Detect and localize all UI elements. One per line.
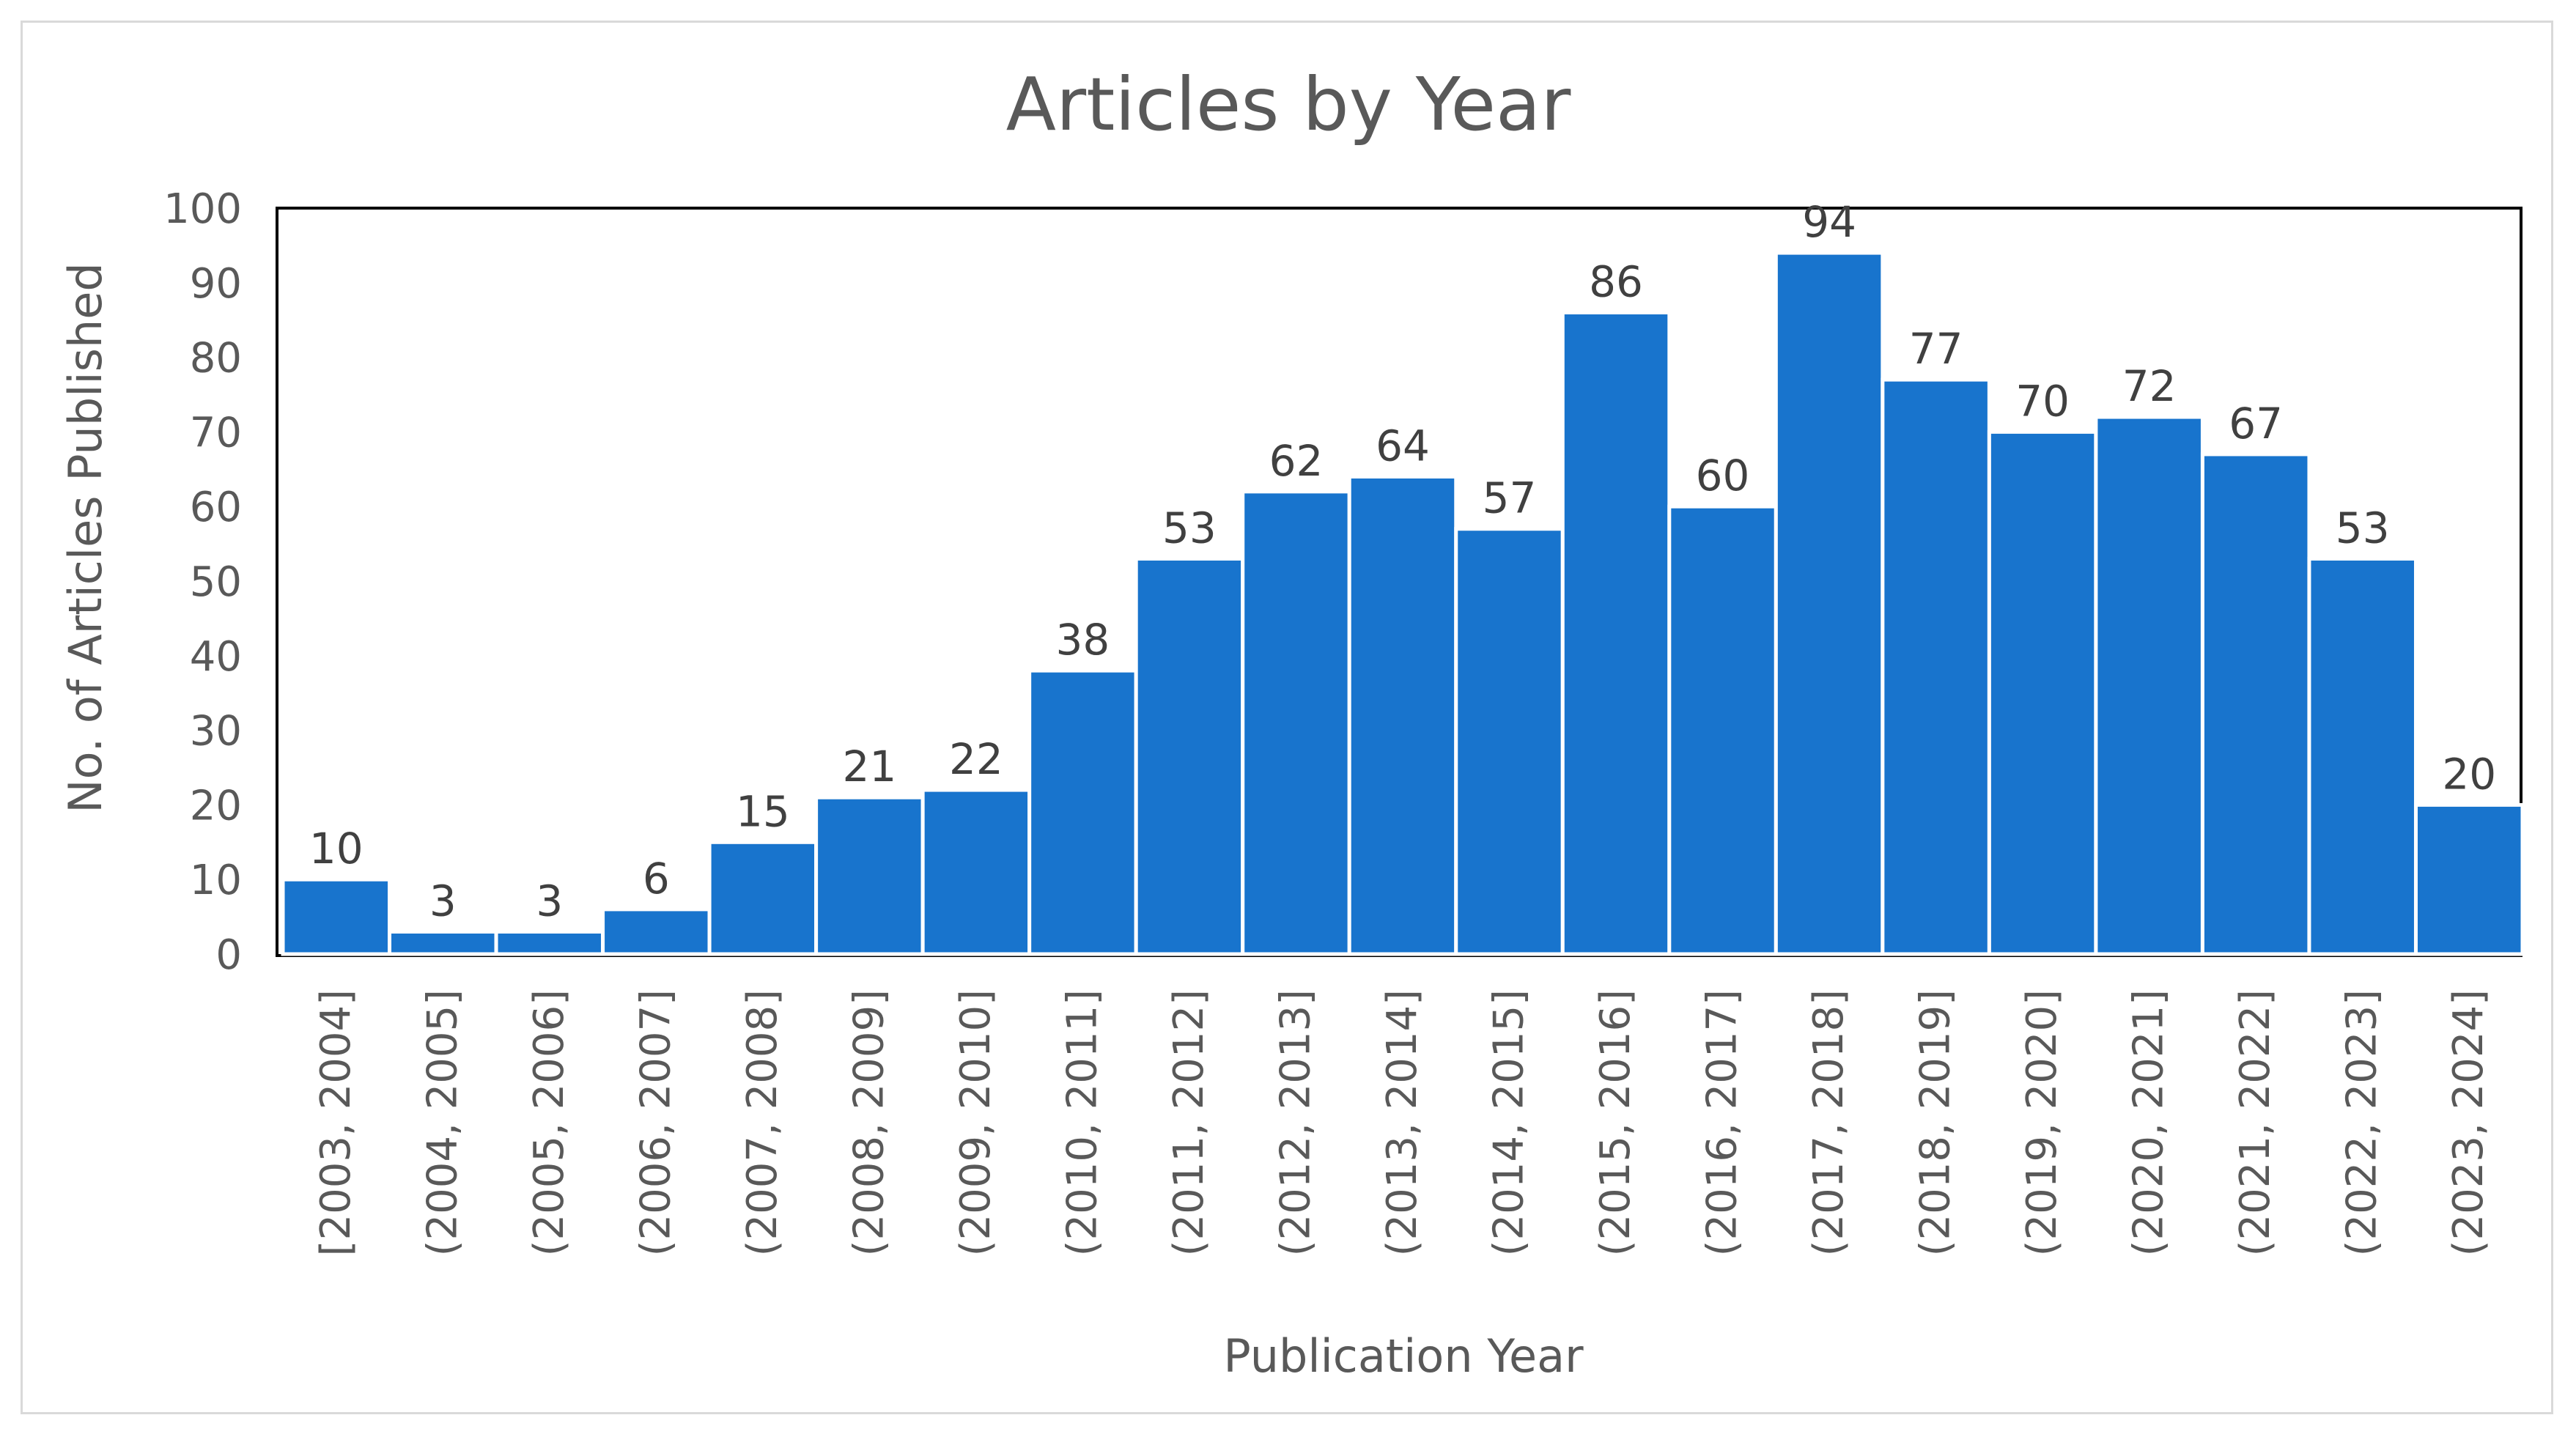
y-tick-label: 20 [190, 782, 242, 830]
x-tick-label: (2011, 2012] [1165, 989, 1213, 1256]
bar [1134, 556, 1245, 956]
data-label: 21 [842, 742, 896, 791]
data-label: 3 [536, 876, 563, 926]
y-axis-title: No. of Articles Published [59, 262, 112, 813]
x-tick-label: (2007, 2008] [739, 989, 786, 1256]
bar [494, 929, 605, 956]
x-tick-label: (2008, 2009] [845, 989, 893, 1256]
y-tick-label: 10 [190, 857, 242, 904]
y-tick-label: 30 [190, 708, 242, 756]
y-tick-label: 80 [190, 335, 242, 383]
y-tick-label: 90 [190, 260, 242, 308]
x-tick-label: (2010, 2011] [1058, 989, 1106, 1256]
x-tick-label: (2012, 2013] [1272, 989, 1319, 1256]
data-label: 60 [1696, 451, 1750, 500]
bar [920, 788, 1032, 956]
x-tick-label: (2013, 2014] [1379, 989, 1426, 1256]
bar [1987, 429, 2098, 956]
chart-title: Articles by Year [1006, 62, 1572, 147]
x-tick-label: (2004, 2005] [418, 989, 466, 1256]
y-tick-label: 100 [163, 185, 242, 233]
x-axis: [2003, 2004] (2004, 2005] (2005, 2006] (200… [312, 989, 2492, 1256]
data-label: 3 [429, 876, 457, 926]
bar [2200, 452, 2311, 956]
x-tick-label: (2015, 2016] [1592, 989, 1639, 1256]
x-tick-label: (2019, 2020] [2018, 989, 2066, 1256]
data-label: 6 [643, 854, 670, 904]
bar [2307, 556, 2418, 956]
bar [1560, 311, 1672, 956]
data-label: 72 [2122, 361, 2177, 411]
data-label: 62 [1269, 436, 1324, 486]
y-tick-label: 40 [190, 633, 242, 681]
x-tick-label: (2005, 2006] [525, 989, 573, 1256]
data-label: 10 [309, 824, 363, 873]
bar [281, 877, 392, 956]
bar [1347, 474, 1458, 956]
data-label: 57 [1483, 473, 1537, 523]
bar [1027, 668, 1138, 956]
bar [388, 929, 498, 956]
bar [1241, 490, 1351, 956]
bar [1454, 527, 1565, 956]
data-label: 70 [2015, 376, 2070, 426]
data-label: 53 [1162, 503, 1217, 553]
bar [2413, 802, 2525, 956]
data-label: 77 [1909, 324, 1963, 374]
x-tick-label: (2020, 2021] [2125, 989, 2173, 1256]
y-tick-label: 0 [215, 931, 242, 979]
data-label: 20 [2442, 749, 2496, 799]
bar [2094, 415, 2204, 956]
y-tick-label: 50 [190, 558, 242, 606]
data-label: 64 [1376, 421, 1430, 470]
data-label: 86 [1589, 257, 1643, 307]
data-label: 22 [949, 734, 1003, 784]
x-axis-title: Publication Year [1223, 1329, 1584, 1383]
data-label: 94 [1802, 197, 1856, 247]
bars [281, 251, 2525, 956]
x-tick-label: (2017, 2018] [1805, 989, 1853, 1256]
x-tick-label: (2022, 2023] [2339, 989, 2386, 1256]
x-tick-label: (2018, 2019] [1912, 989, 1960, 1256]
bar [601, 907, 712, 956]
bar [707, 840, 819, 956]
y-axis: 0 10 20 30 40 50 60 70 80 90 100 [163, 185, 242, 979]
data-label: 15 [736, 786, 790, 836]
x-tick-label: [2003, 2004] [312, 989, 360, 1256]
x-tick-label: (2023, 2024] [2445, 989, 2492, 1256]
x-tick-label: (2006, 2007] [632, 989, 679, 1256]
data-label: 53 [2336, 503, 2390, 553]
bar [1881, 377, 1991, 956]
data-label: 38 [1056, 615, 1110, 665]
x-tick-label: (2021, 2022] [2232, 989, 2279, 1256]
y-tick-label: 60 [190, 484, 242, 531]
x-tick-label: (2009, 2010] [952, 989, 1000, 1256]
bar [1774, 251, 1885, 956]
data-labels: 10 3 3 6 15 21 22 38 53 62 64 57 86 60 94 77 70 72 67 53 20 [309, 197, 2496, 926]
data-label: 67 [2229, 399, 2283, 448]
bar [814, 795, 925, 956]
x-tick-label: (2014, 2015] [1486, 989, 1533, 1256]
x-tick-label: (2016, 2017] [1699, 989, 1746, 1256]
bar [1667, 504, 1778, 956]
y-tick-label: 70 [190, 409, 242, 457]
